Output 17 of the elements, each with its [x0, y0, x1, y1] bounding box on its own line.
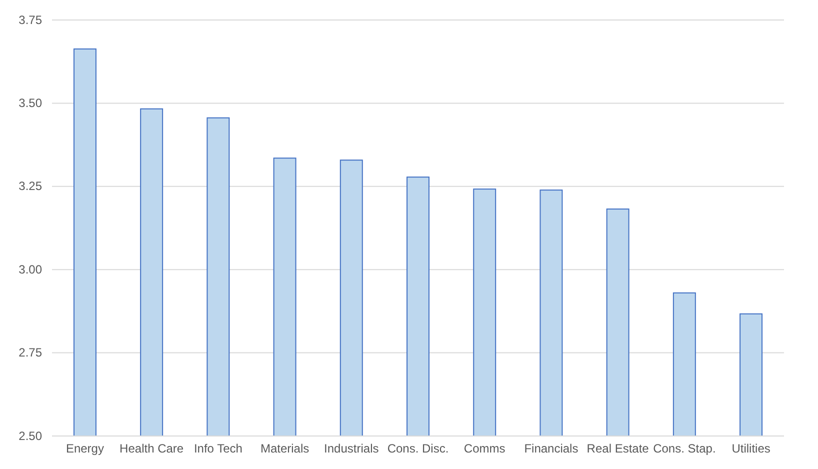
x-tick-label: Cons. Stap. — [653, 442, 716, 456]
y-tick-label: 3.50 — [18, 96, 42, 110]
y-tick-label: 3.75 — [18, 12, 42, 27]
y-tick-label: 2.50 — [18, 428, 42, 443]
x-tick-label: Materials — [260, 442, 310, 456]
x-tick-label: Utilities — [732, 442, 770, 456]
x-tick-label: Financials — [524, 442, 578, 456]
x-tick-label: Comms — [464, 442, 506, 456]
y-tick-label: 3.25 — [18, 179, 42, 194]
x-tick-label: Industrials — [324, 442, 379, 456]
x-tick-label: Energy — [66, 442, 104, 456]
y-tick-label: 3.00 — [18, 262, 42, 276]
x-tick-label: Info Tech — [194, 442, 242, 456]
x-tick-label: Health Care — [120, 442, 184, 456]
y-tick-label: 2.75 — [18, 346, 42, 360]
x-tick-label: Cons. Disc. — [387, 442, 449, 456]
x-tick-label: Real Estate — [586, 442, 650, 456]
